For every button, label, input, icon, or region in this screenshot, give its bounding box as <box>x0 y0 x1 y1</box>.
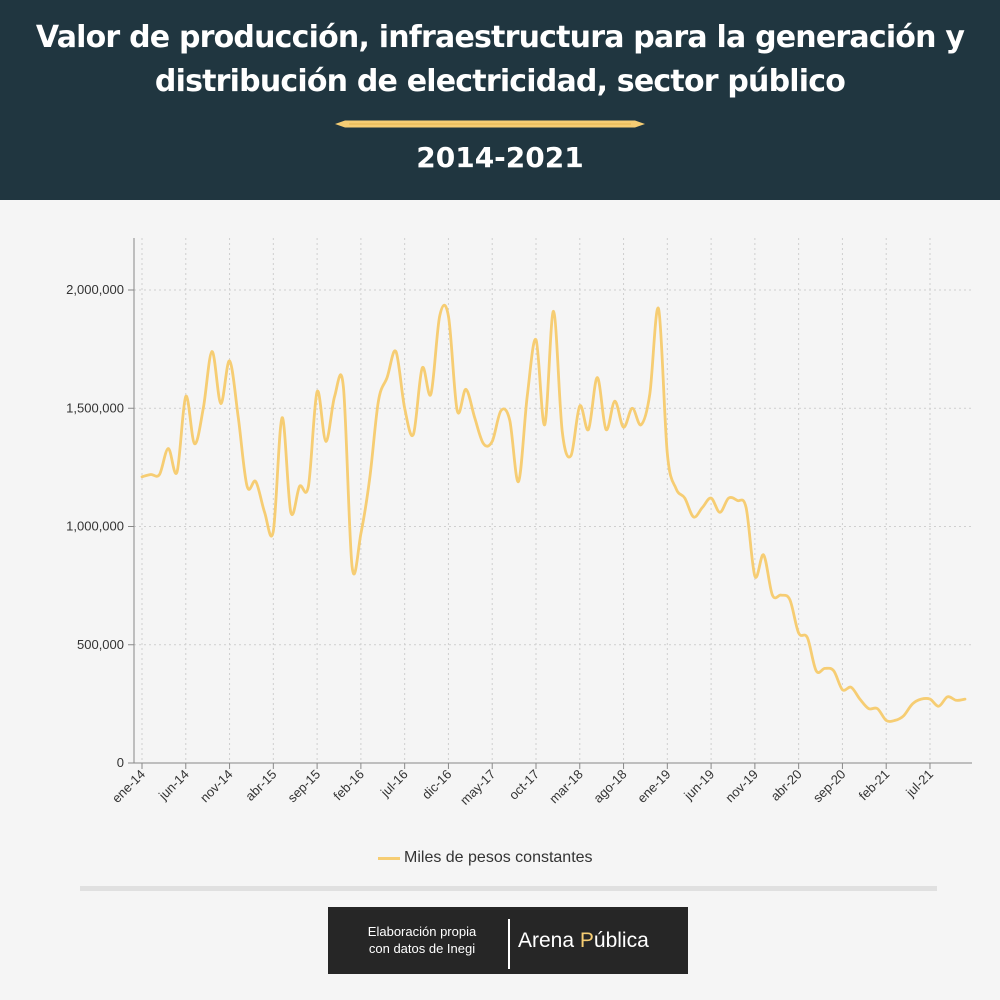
credit-box: Elaboración propia con datos de Inegi Ar… <box>328 907 688 974</box>
credit-line-1: Elaboración propia <box>367 924 477 939</box>
x-tick-label: ene-14 <box>109 767 148 806</box>
x-tick-label: feb-21 <box>856 767 893 804</box>
x-tick-label: dic-16 <box>419 767 455 803</box>
x-tick-label: nov-14 <box>197 767 236 806</box>
x-tick-label: feb-16 <box>330 767 367 804</box>
y-tick-label: 500,000 <box>77 637 124 652</box>
x-tick-label: abr-20 <box>768 767 805 804</box>
brand-part-1: Arena <box>518 929 580 952</box>
credit-separator <box>508 919 510 969</box>
y-tick-labels: 0 500,000 1,000,000 1,500,000 2,000,000 <box>66 282 124 770</box>
grid-lines <box>128 238 972 769</box>
x-tick-label: abr-15 <box>242 767 279 804</box>
x-tick-label: jun-14 <box>155 767 192 804</box>
brand-logo: Arena Pública <box>518 927 649 955</box>
series-group <box>140 303 967 723</box>
legend-swatch <box>378 856 400 860</box>
y-tick-label: 0 <box>117 755 124 770</box>
x-tick-label: jul-16 <box>377 767 411 801</box>
x-tick-labels: ene-14 jun-14 nov-14 abr-15 sep-15 feb-16 jul-… <box>109 767 936 808</box>
series-line-miles-de-pesos <box>140 303 967 723</box>
x-tick-label: nov-19 <box>722 767 761 806</box>
legend-label: Miles de pesos constantes <box>404 849 593 866</box>
y-tick-label: 1,500,000 <box>66 400 124 415</box>
x-tick-label: jun-19 <box>680 767 717 804</box>
chart-title: Valor de producción, infraestructura par… <box>35 20 965 99</box>
x-tick-label: may-17 <box>457 767 498 808</box>
x-tick-label: ene-19 <box>634 767 673 806</box>
x-tick-label: ago-18 <box>590 767 629 806</box>
x-tick-label: sep-15 <box>285 767 324 806</box>
chart-subtitle: 2014-2021 <box>416 141 584 174</box>
x-tick-label: mar-18 <box>546 767 586 807</box>
legend[interactable]: Miles de pesos constantes <box>378 846 593 870</box>
y-tick-label: 1,000,000 <box>66 519 124 534</box>
chart-axes <box>133 238 972 764</box>
title-divider <box>335 120 645 128</box>
line-chart: 0 500,000 1,000,000 1,500,000 2,000,000 ene-… <box>66 238 972 808</box>
x-tick-label: oct-17 <box>506 767 542 803</box>
x-tick-label: jul-21 <box>902 767 936 801</box>
footer-divider <box>80 886 937 891</box>
header-banner: Valor de producción, infraestructura par… <box>0 0 1000 200</box>
credit-line-2: con datos de Inegi <box>368 941 476 956</box>
x-tick-label: sep-20 <box>810 767 849 806</box>
y-tick-label: 2,000,000 <box>66 282 124 297</box>
credit-text: Elaboración propia con datos de Inegi <box>342 923 502 957</box>
brand-accent: P <box>579 929 594 952</box>
brand-part-2: ública <box>593 929 649 952</box>
